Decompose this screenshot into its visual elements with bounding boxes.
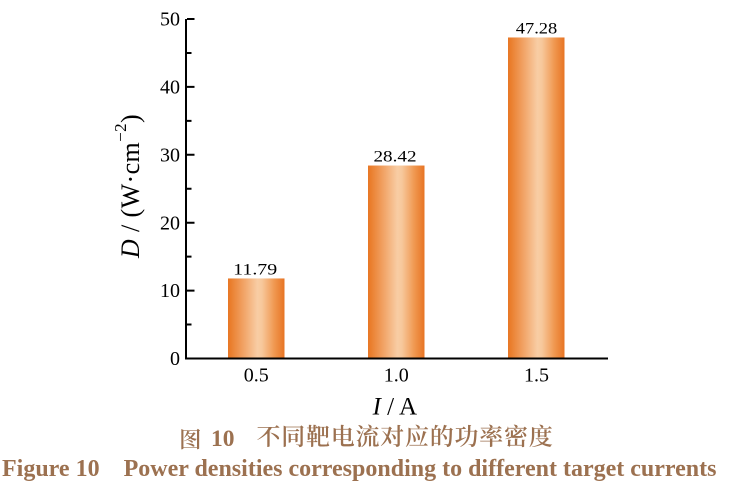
svg-text:D / (W·cm−2): D / (W·cm−2): [111, 114, 145, 259]
svg-text:1.5: 1.5: [524, 365, 549, 387]
svg-text:40: 40: [160, 77, 180, 99]
svg-text:1.0: 1.0: [384, 365, 409, 387]
svg-text:50: 50: [160, 9, 180, 31]
svg-text:47.28: 47.28: [516, 20, 558, 37]
svg-text:30: 30: [160, 144, 180, 166]
svg-text:10: 10: [211, 426, 235, 452]
svg-text:28.42: 28.42: [374, 149, 417, 166]
svg-text:I / A: I / A: [372, 394, 417, 421]
svg-text:20: 20: [160, 212, 180, 234]
svg-text:11.79: 11.79: [233, 261, 277, 278]
svg-text:Figure 10 Power densities c: Figure 10 Power densities corresponding …: [2, 456, 717, 482]
svg-text:0.5: 0.5: [244, 365, 269, 387]
svg-text:0: 0: [170, 348, 180, 370]
svg-text:10: 10: [160, 280, 180, 302]
